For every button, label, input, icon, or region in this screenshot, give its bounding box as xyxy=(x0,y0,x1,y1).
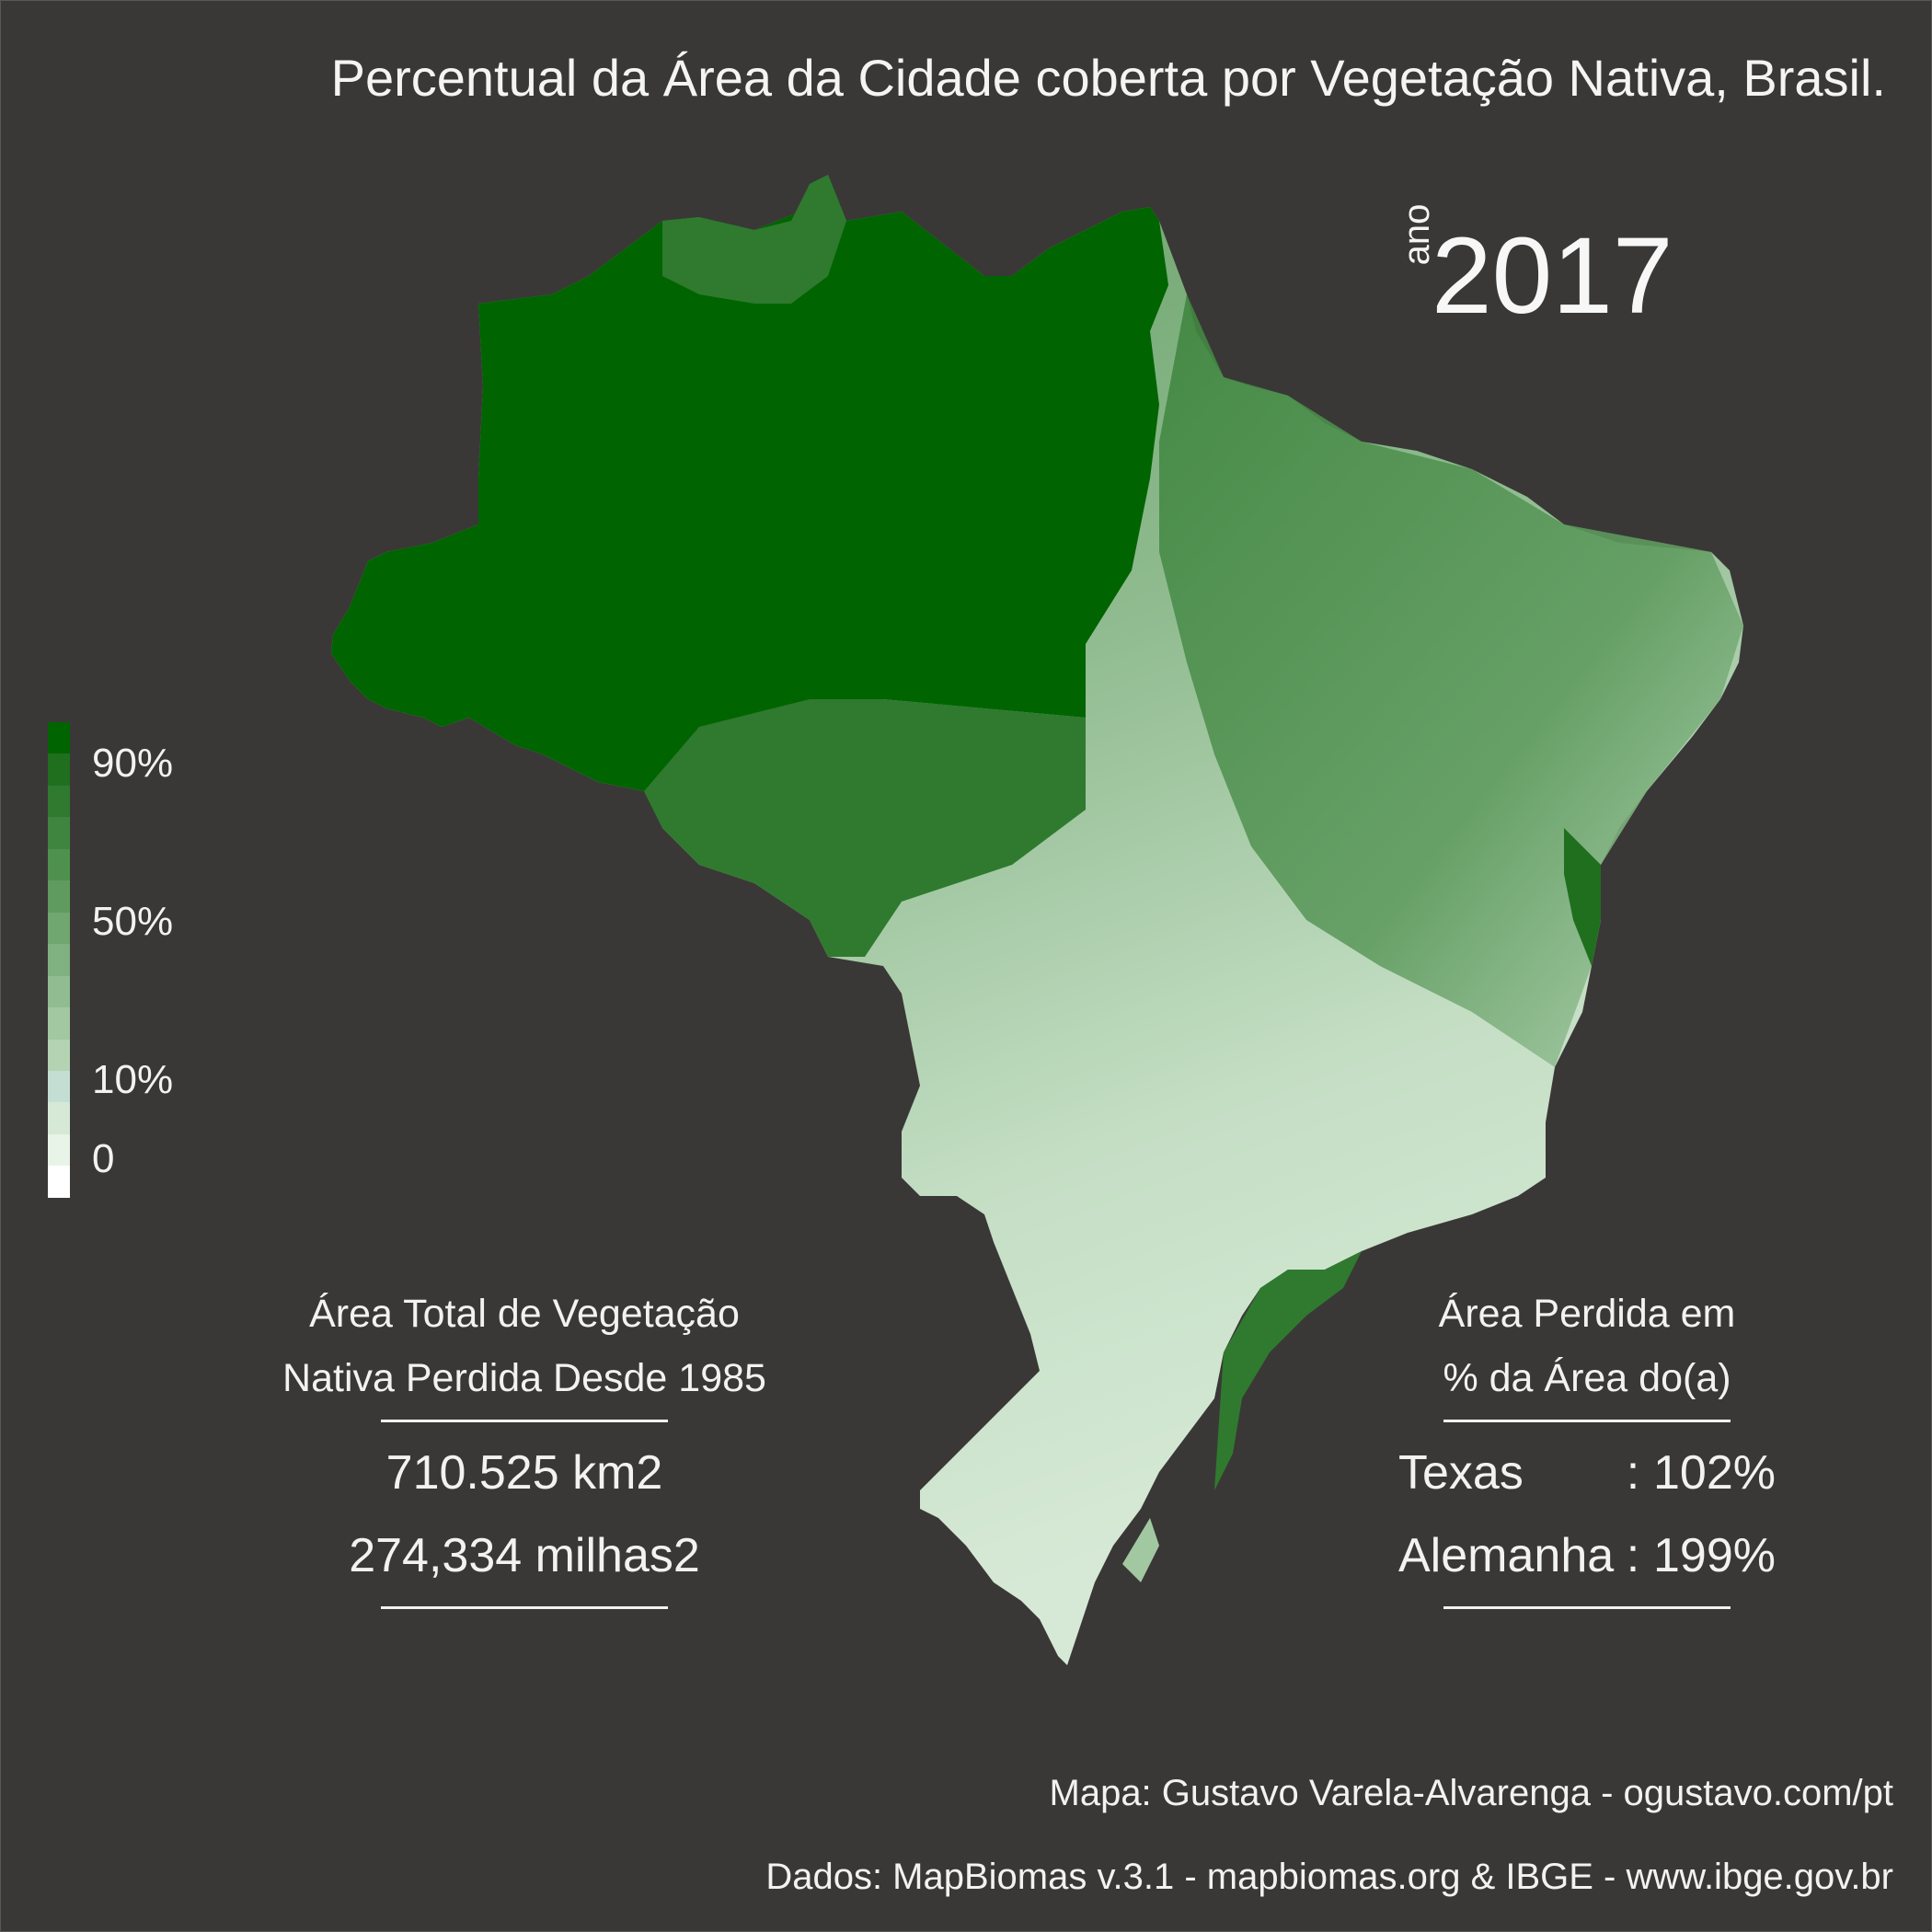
comparison-separator: : xyxy=(1626,1446,1640,1500)
total-loss-km2: 710.525 km2 xyxy=(385,1446,663,1500)
comparison-name: Alemanha xyxy=(1398,1529,1615,1582)
legend-swatch xyxy=(48,975,70,1008)
legend-swatch xyxy=(48,1007,70,1040)
year-indicator: ano 2017 xyxy=(1380,204,1730,337)
legend-label-90: 90% xyxy=(92,741,174,786)
comparison-heading-2: % da Área do(a) xyxy=(1443,1356,1731,1400)
legend-label-50: 50% xyxy=(92,899,174,944)
legend-swatch xyxy=(48,944,70,976)
data-credit: Dados: MapBiomas v.3.1 - mapbiomas.org &… xyxy=(765,1857,1893,1897)
legend-swatch xyxy=(48,912,70,945)
map-credit: Mapa: Gustavo Varela-Alvarenga - ogustav… xyxy=(1049,1773,1894,1813)
comparison-value: 102% xyxy=(1653,1446,1776,1500)
total-loss-heading-1: Área Total de Vegetação xyxy=(309,1292,740,1336)
amazon-region xyxy=(331,175,1168,846)
total-loss-miles: 274,334 milhas2 xyxy=(349,1529,700,1582)
legend-swatch xyxy=(48,1039,70,1071)
legend-swatch xyxy=(48,848,70,881)
divider-top xyxy=(1443,1420,1731,1422)
lagoon xyxy=(1122,1518,1159,1582)
divider-top xyxy=(381,1420,668,1422)
divider-bottom xyxy=(381,1606,668,1609)
legend-color-bar xyxy=(48,722,70,1198)
coastal-green xyxy=(1564,828,1601,966)
legend-label-10: 10% xyxy=(92,1057,174,1102)
comparison-row: Texas : 102% xyxy=(1380,1432,1794,1514)
legend-label-0: 0 xyxy=(92,1136,115,1181)
amazon-fringe xyxy=(644,699,1086,957)
legend-swatch xyxy=(48,1102,70,1134)
legend-swatch xyxy=(48,817,70,849)
total-loss-panel: Área Total de Vegetação Nativa Perdida D… xyxy=(248,1282,800,1618)
comparison-value: 199% xyxy=(1653,1529,1776,1582)
divider-bottom xyxy=(1443,1606,1731,1609)
map-title: Percentual da Área da Cidade coberta por… xyxy=(330,49,1886,107)
year-prefix: ano xyxy=(1397,203,1437,266)
area-comparison-panel: Área Perdida em % da Área do(a) Texas : … xyxy=(1380,1282,1794,1618)
legend-swatch xyxy=(48,1133,70,1167)
legend-swatch xyxy=(48,722,70,754)
roraima xyxy=(662,175,846,304)
legend-swatch xyxy=(48,1166,70,1198)
legend-swatch xyxy=(48,785,70,818)
comparison-row: Alemanha : 199% xyxy=(1380,1514,1794,1597)
comparison-heading-1: Área Perdida em xyxy=(1438,1292,1736,1336)
legend-swatch xyxy=(48,1070,70,1103)
total-loss-heading-2: Nativa Perdida Desde 1985 xyxy=(282,1356,766,1400)
year-value: 2017 xyxy=(1432,215,1673,337)
legend-swatch xyxy=(48,753,70,786)
comparison-name: Texas xyxy=(1398,1446,1524,1500)
legend-swatch xyxy=(48,880,70,913)
comparison-separator: : xyxy=(1626,1529,1640,1582)
atlantic-forest xyxy=(1214,1251,1362,1490)
